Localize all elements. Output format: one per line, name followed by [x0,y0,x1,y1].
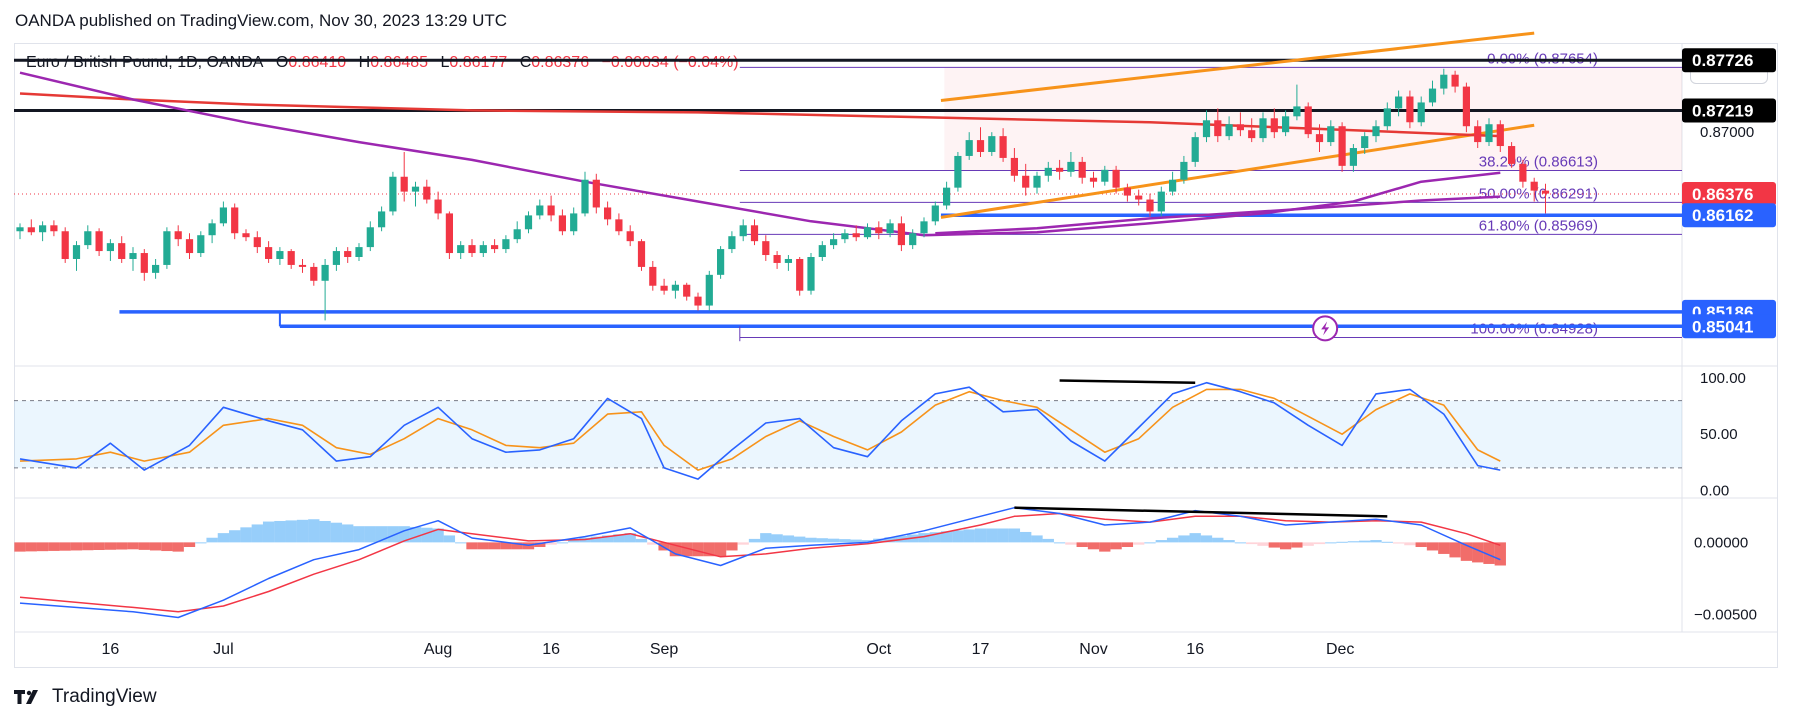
low-value: 0.86177 [449,54,508,71]
close-value: 0.86376 [531,54,590,71]
symbol-name: Euro / British Pound, 1D, OANDA [26,54,264,71]
symbol-legend: Euro / British Pound, 1D, OANDA O0.86410… [26,54,739,72]
change-value: −0.00034 (−0.04%) [601,54,739,71]
chart-frame[interactable] [14,43,1778,668]
footer-brand: TradingView [52,686,157,707]
publish-header: OANDA published on TradingView.com, Nov … [15,11,508,30]
open-label: O [275,54,289,71]
close-label: C [519,54,532,71]
footer: TradingView [14,684,157,710]
open-value: 0.86410 [288,54,347,71]
tradingview-logo-icon [14,690,38,704]
high-value: 0.86485 [370,54,429,71]
high-label: H [358,54,371,71]
low-label: L [440,54,450,71]
currency-selector[interactable]: GBP [1690,50,1768,84]
